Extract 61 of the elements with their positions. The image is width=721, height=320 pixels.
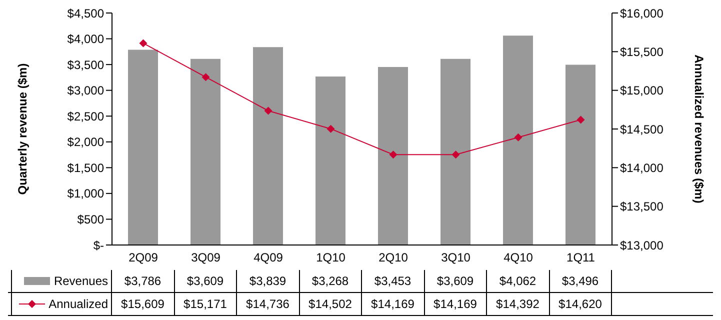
- y-tick-label: $1,500: [67, 160, 104, 175]
- y2-tick-label: $15,000: [620, 84, 664, 98]
- point: [576, 116, 585, 124]
- data-label: $14,736: [246, 297, 290, 311]
- y2-tick-label: $13,500: [620, 200, 664, 214]
- point: [264, 106, 272, 115]
- y-tick-label: $500: [77, 212, 104, 226]
- x-tick-label: 3Q09: [191, 250, 221, 265]
- point: [139, 39, 148, 48]
- point: [514, 133, 522, 142]
- y-tick-label: $1,000: [67, 186, 104, 201]
- data-label: $14,169: [434, 297, 477, 311]
- x-tick-label: 2Q09: [128, 250, 158, 265]
- bar: [190, 58, 220, 245]
- data-label: $3,609: [436, 274, 474, 288]
- bar: [503, 36, 533, 245]
- y-tick-label: $2,000: [67, 135, 104, 150]
- y-tick-label: $4,500: [67, 6, 104, 20]
- y2-tick-label: $14,500: [620, 122, 664, 136]
- x-tick-label: 2Q10: [378, 250, 408, 265]
- data-label: $14,169: [371, 297, 414, 311]
- bar: [378, 66, 408, 245]
- y2-tick-label: $14,000: [620, 160, 664, 175]
- data-label: $14,620: [558, 297, 602, 311]
- point: [326, 124, 335, 133]
- y-tick-label: $4,000: [67, 32, 104, 46]
- x-tick-label: 1Q11: [566, 250, 596, 265]
- point: [202, 73, 210, 82]
- bar: [316, 76, 346, 245]
- bar: [253, 47, 283, 245]
- y-tick-label: $3,500: [67, 58, 104, 72]
- data-label: $3,609: [186, 274, 224, 288]
- legend-label: Revenues: [54, 274, 108, 288]
- point: [389, 150, 398, 159]
- data-label: $14,502: [308, 297, 352, 311]
- data-label: $3,839: [249, 274, 286, 288]
- y-tick-label: $3,000: [67, 84, 104, 98]
- data-label: $3,268: [312, 274, 349, 288]
- data-label: $15,609: [121, 297, 164, 311]
- data-label: $3,786: [124, 274, 162, 288]
- y2-axis-title: Annualized revenues ($m): [692, 54, 706, 204]
- bar: [566, 64, 596, 245]
- y2-tick-label: $15,500: [620, 44, 664, 59]
- data-label: $4,062: [499, 274, 536, 288]
- bar: [128, 50, 158, 245]
- bar: [440, 58, 470, 245]
- y2-tick-label: $16,000: [620, 6, 664, 20]
- y-tick-label: $2,500: [67, 109, 104, 124]
- y-tick-label: $-: [93, 238, 104, 252]
- y2-tick-label: $13,000: [620, 238, 664, 252]
- data-label: $3,496: [562, 274, 599, 288]
- data-label: $3,453: [374, 274, 412, 288]
- data-label: $15,171: [184, 297, 227, 311]
- point: [452, 150, 460, 159]
- legend-label: Annualized: [48, 297, 108, 311]
- data-label: $14,392: [496, 297, 540, 311]
- x-tick-label: 3Q10: [441, 250, 471, 265]
- x-tick-label: 1Q10: [316, 250, 346, 265]
- x-tick-label: 4Q10: [504, 250, 534, 265]
- x-tick-label: 4Q09: [254, 250, 284, 265]
- y-axis-title: Quarterly revenue ($m): [15, 63, 30, 195]
